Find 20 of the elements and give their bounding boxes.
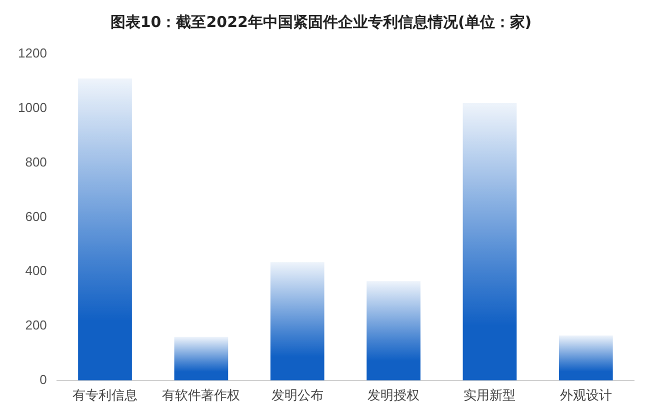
x-tick-label: 发明授权: [368, 388, 420, 404]
y-tick-label: 200: [25, 318, 47, 333]
y-tick-label: 0: [40, 372, 47, 387]
bar: [270, 262, 324, 380]
bar: [174, 336, 228, 380]
y-tick-label: 1000: [18, 100, 47, 115]
bar: [78, 78, 132, 380]
y-tick-label: 400: [25, 263, 47, 278]
chart-title: 图表10：截至2022年中国紧固件企业专利信息情况(单位：家): [110, 12, 532, 31]
x-tick-label: 有专利信息: [72, 388, 138, 404]
x-tick-label: 实用新型: [464, 388, 516, 404]
bar: [558, 336, 613, 380]
y-tick-label: 600: [25, 208, 47, 224]
y-tick-label: 800: [25, 154, 47, 170]
bar: [366, 281, 420, 380]
x-tick-label: 有软件著作权: [162, 388, 240, 404]
y-tick-label: 1200: [18, 46, 47, 61]
bar: [462, 102, 517, 380]
x-tick-label: 发明公布: [271, 388, 324, 404]
x-tick-label: 外观设计: [560, 388, 612, 404]
